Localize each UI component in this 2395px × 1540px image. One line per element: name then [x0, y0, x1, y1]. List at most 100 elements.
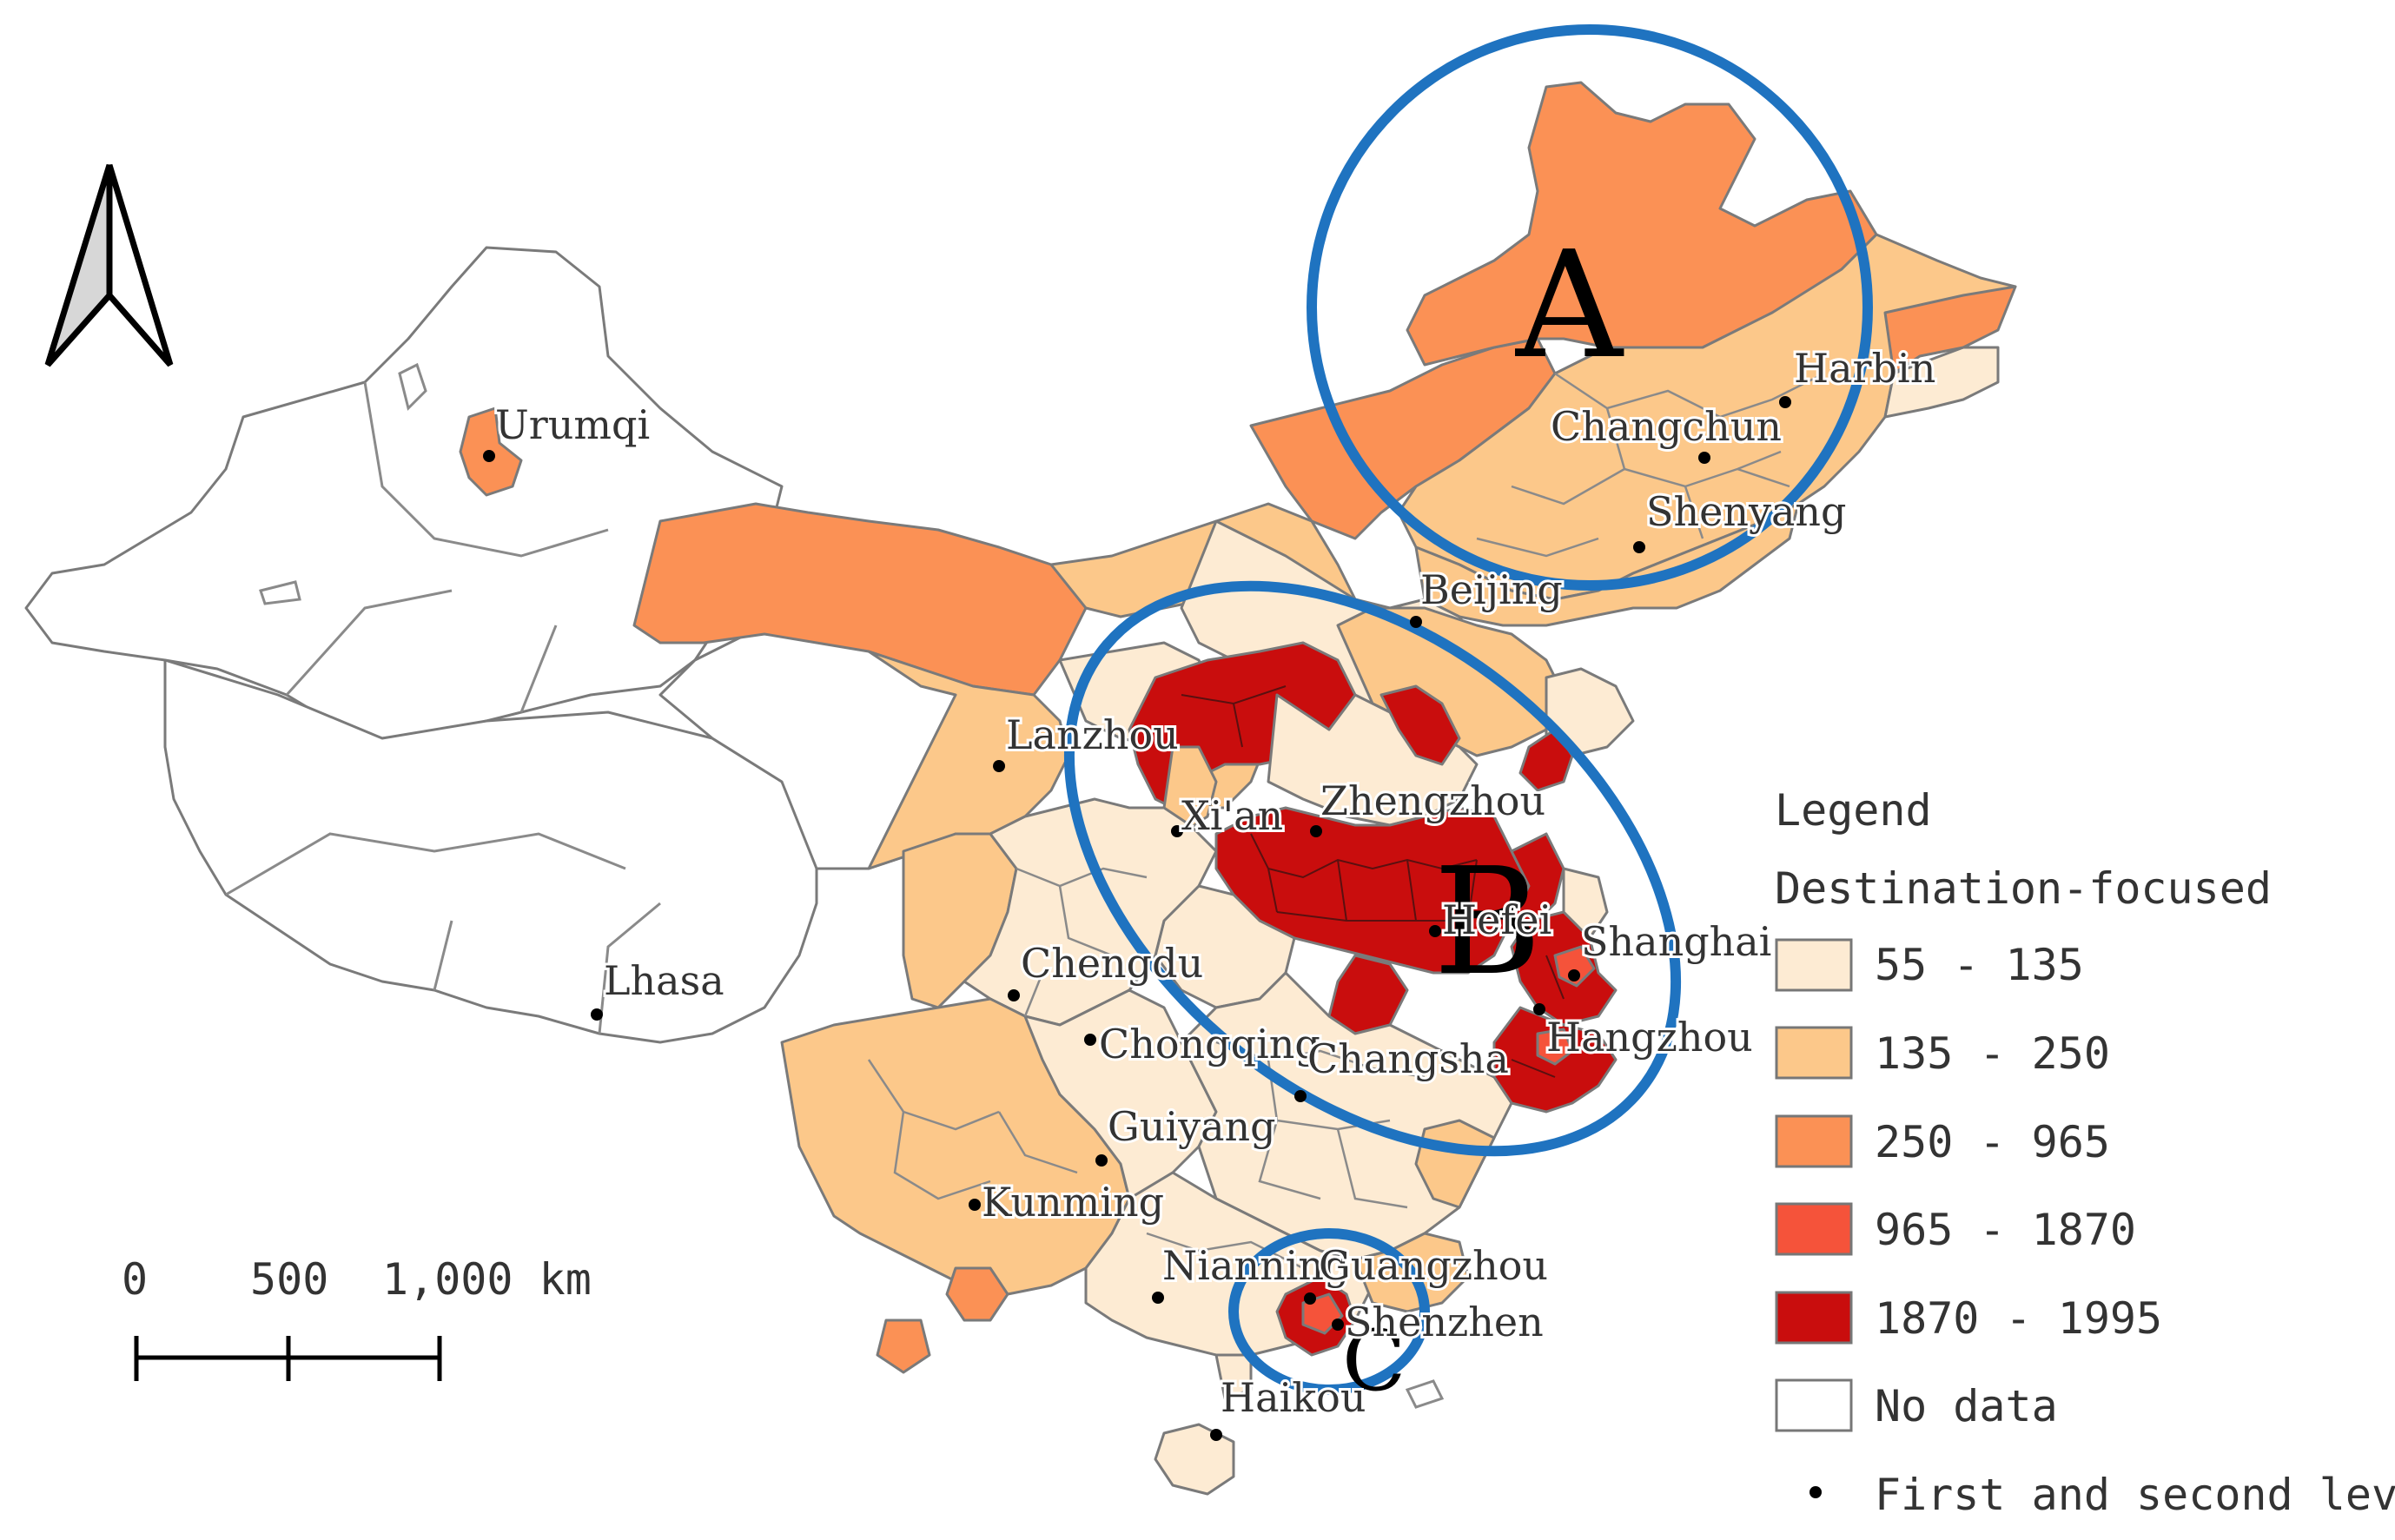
legend-label-class-4: 965 - 1870 [1875, 1205, 2136, 1255]
north-arrow-icon [44, 163, 174, 367]
city-dot [591, 1008, 603, 1021]
region-leizhou [1214, 1353, 1253, 1400]
city-dot [1294, 1090, 1307, 1102]
city-marker: Xi'an [1171, 790, 1286, 842]
province-xinjiang [24, 246, 784, 740]
city-marker: Chongqing [1084, 1018, 1323, 1070]
northeast-internal-lines [1476, 372, 1825, 558]
city-label: Xi'an [1181, 792, 1283, 839]
city-layer: Urumqi Harbin Changchun Shenyang Beijing… [483, 342, 1938, 1441]
city-label: Shenzhen [1345, 1299, 1544, 1345]
legend-label-no-data: No data [1875, 1381, 2058, 1431]
city-label: Hefei [1442, 896, 1551, 943]
region-southeast-islet [1405, 1379, 1445, 1409]
city-marker: Beijing [1410, 564, 1565, 628]
legend-swatch-no-data [1775, 1378, 1853, 1432]
city-label: Zhengzhou [1320, 777, 1545, 824]
region-jiangsu-red [1510, 832, 1565, 922]
city-label: Nianning [1162, 1242, 1349, 1289]
south-internal-lines [1146, 1041, 1426, 1270]
scale-tick-2-label: 1,000 km [382, 1254, 592, 1305]
city-marker: Haikou [1210, 1371, 1368, 1441]
legend-title: Legend [1775, 785, 1932, 836]
legend-point-icon [1809, 1486, 1822, 1498]
region-shanghai-center [1553, 945, 1596, 988]
city-dot [969, 1199, 981, 1211]
region-henan-light [1267, 693, 1479, 827]
city-marker: Changsha [1294, 1033, 1512, 1102]
city-marker: Shenzhen [1332, 1296, 1546, 1348]
region-beijing-red [1379, 684, 1461, 766]
nodata-regions [24, 246, 1027, 1044]
legend-label-class-5: 1870 - 1995 [1875, 1293, 2162, 1344]
small-lake-1 [259, 580, 301, 605]
city-dot [1410, 616, 1422, 628]
city-marker: Lanzhou [993, 709, 1181, 772]
scale-tick-1-label: 500 [250, 1254, 328, 1305]
region-shanghai-east-light [1562, 867, 1609, 940]
legend-swatch-class-5 [1775, 1291, 1853, 1345]
city-label: Guangzhou [1319, 1242, 1548, 1289]
city-label: Urumqi [495, 401, 650, 448]
city-label: Changchun [1551, 403, 1782, 450]
legend-swatch-class-3 [1775, 1114, 1853, 1168]
scale-bar: 0 500 1,000 km [122, 1254, 592, 1381]
region-c-letter: C [1342, 1312, 1406, 1410]
city-label: Lhasa [604, 957, 724, 1004]
central-region [1128, 641, 1618, 1114]
region-sichuan-east [963, 797, 1218, 1027]
region-yunnan-southeast [876, 1319, 931, 1374]
city-dot [1779, 396, 1791, 408]
city-marker: Changchun [1548, 400, 1784, 464]
legend-label-class-2: 135 - 250 [1875, 1028, 2110, 1079]
region-c-ellipse [1228, 1228, 1430, 1395]
city-dot [1084, 1034, 1096, 1046]
city-label: Beijing [1420, 566, 1563, 613]
southwest-internal-lines [867, 867, 1148, 1200]
region-a-circle [1307, 24, 1873, 591]
north-arrow-right-half [106, 163, 174, 367]
legend-swatch-class-1 [1775, 938, 1853, 992]
region-northeast-east-light [1883, 346, 2000, 419]
legend: Legend Destination-focused 55 - 135 135 … [1775, 785, 2395, 1520]
city-dot [1568, 969, 1580, 982]
city-label: Haikou [1221, 1374, 1366, 1421]
city-dot [1310, 825, 1322, 837]
city-dot [1171, 825, 1183, 837]
city-dot [1698, 452, 1710, 464]
city-label: Chongqing [1099, 1021, 1320, 1067]
city-dot [483, 450, 495, 462]
city-label: Shenyang [1646, 488, 1846, 535]
city-dot [1304, 1292, 1316, 1305]
city-marker: Nianning [1152, 1239, 1352, 1304]
small-lake-2 [398, 362, 427, 411]
city-marker: Guiyang [1095, 1100, 1279, 1167]
city-dot [1008, 989, 1020, 1001]
legend-swatch-class-2 [1775, 1026, 1853, 1080]
northeast-region [1397, 81, 2017, 627]
city-dot [1429, 925, 1441, 937]
city-label: Shanghai [1581, 918, 1771, 965]
region-northeast-east-orange [1883, 285, 2017, 375]
city-marker: Urumqi [483, 399, 652, 462]
city-label: Hangzhou [1546, 1014, 1753, 1061]
scale-tick-0-label: 0 [122, 1254, 148, 1305]
legend-subtitle: Destination-focused [1775, 863, 2272, 914]
inner-nodata-lines [225, 381, 661, 1034]
city-label: Chengdu [1021, 940, 1203, 987]
city-dot [1533, 1003, 1545, 1015]
city-marker: Hangzhou [1533, 1003, 1756, 1063]
central-internal-lines [1181, 685, 1565, 1078]
legend-swatch-class-4 [1775, 1202, 1853, 1256]
region-hefei-red [1327, 954, 1409, 1035]
city-dot [1332, 1319, 1344, 1331]
city-label: Changsha [1307, 1035, 1509, 1082]
city-dot [1095, 1154, 1108, 1167]
region-hainan [1154, 1423, 1235, 1496]
city-dot [1210, 1429, 1222, 1441]
city-dot [1633, 541, 1645, 553]
southwest-region [780, 797, 1218, 1374]
region-yunnan-south [945, 1266, 1009, 1322]
north-arrow-left-half [44, 163, 113, 367]
